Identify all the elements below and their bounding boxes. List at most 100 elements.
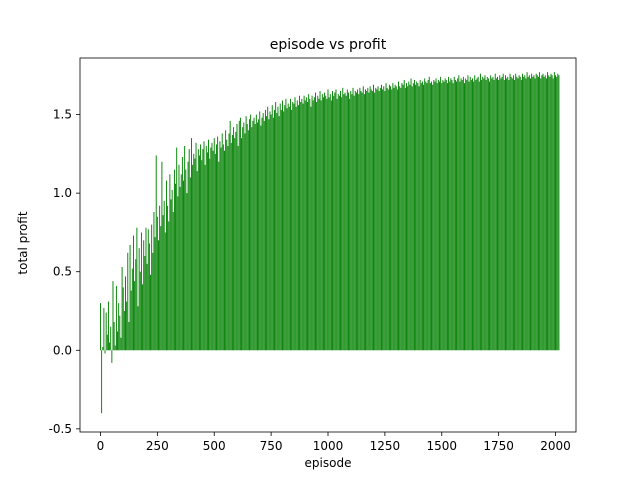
bar	[375, 87, 377, 351]
bar	[184, 146, 186, 351]
bar	[510, 76, 512, 351]
bar	[426, 83, 428, 351]
bar	[536, 75, 538, 351]
chart-title: episode vs profit	[270, 37, 387, 53]
bar	[242, 127, 244, 351]
bar	[118, 303, 120, 351]
bar	[218, 161, 220, 351]
bar	[286, 108, 288, 351]
bar	[539, 72, 541, 351]
bar	[493, 80, 495, 351]
bar	[487, 78, 489, 351]
bar	[313, 97, 315, 351]
bar	[131, 268, 133, 351]
bar	[483, 78, 485, 351]
bar	[482, 76, 484, 351]
bar	[294, 97, 296, 351]
bar	[270, 114, 272, 351]
bar	[505, 75, 506, 351]
bar	[442, 80, 444, 351]
bar	[130, 290, 132, 351]
bar	[469, 76, 471, 351]
bar	[362, 86, 364, 351]
bar	[534, 78, 536, 351]
bar	[498, 80, 500, 351]
x-tick-label: 1000	[313, 439, 344, 453]
bar	[213, 138, 215, 351]
bar	[531, 73, 533, 351]
bar	[329, 94, 331, 351]
bar	[500, 78, 502, 351]
bar	[238, 120, 240, 351]
bar	[142, 284, 144, 351]
bar	[119, 315, 121, 351]
bar	[195, 142, 197, 351]
bar	[368, 92, 370, 351]
bar	[117, 331, 118, 351]
bar	[390, 86, 392, 351]
bar	[470, 80, 472, 351]
bar	[342, 87, 344, 351]
bar	[374, 92, 376, 351]
bar	[523, 76, 525, 351]
bar	[349, 98, 351, 351]
bar	[154, 237, 156, 351]
bar	[202, 149, 204, 351]
bar	[106, 334, 108, 351]
bar	[522, 73, 523, 351]
bar	[330, 100, 332, 351]
bar	[490, 75, 492, 351]
bar	[506, 78, 508, 351]
bar	[279, 103, 281, 351]
bar	[494, 73, 496, 351]
bar	[176, 147, 178, 351]
bar	[393, 87, 395, 351]
bar	[526, 72, 528, 351]
bar	[501, 76, 503, 351]
bar	[253, 117, 255, 351]
bar	[237, 146, 239, 351]
bar	[152, 252, 154, 351]
bar	[476, 78, 478, 351]
bar	[473, 81, 475, 351]
bar	[556, 76, 558, 351]
bar	[387, 89, 389, 351]
bar	[136, 227, 138, 351]
bar	[235, 131, 237, 351]
bar	[399, 86, 401, 351]
bar	[305, 97, 307, 351]
bar	[453, 76, 455, 351]
bar	[191, 138, 192, 351]
bar	[188, 149, 190, 351]
bar	[383, 86, 385, 351]
bar	[245, 116, 247, 351]
bar	[211, 142, 213, 351]
bar	[421, 81, 423, 351]
bar	[155, 155, 157, 351]
bar	[162, 215, 164, 351]
bar	[167, 205, 169, 351]
bar	[139, 271, 141, 351]
bar	[258, 119, 260, 351]
bar	[461, 80, 463, 351]
bar	[135, 259, 137, 351]
bar	[225, 130, 227, 351]
bar	[175, 183, 177, 351]
bar	[312, 100, 314, 351]
bar	[549, 76, 551, 351]
bar	[385, 83, 387, 351]
bar	[266, 116, 268, 351]
bar	[420, 83, 422, 351]
bar	[126, 301, 128, 351]
bar	[277, 106, 279, 351]
bar	[255, 114, 257, 351]
bar	[350, 91, 352, 351]
bar	[370, 89, 372, 351]
bar	[401, 83, 403, 351]
bar	[160, 226, 162, 351]
bar	[392, 83, 394, 351]
bar	[322, 97, 324, 351]
bar	[137, 306, 139, 351]
bar	[205, 146, 207, 351]
